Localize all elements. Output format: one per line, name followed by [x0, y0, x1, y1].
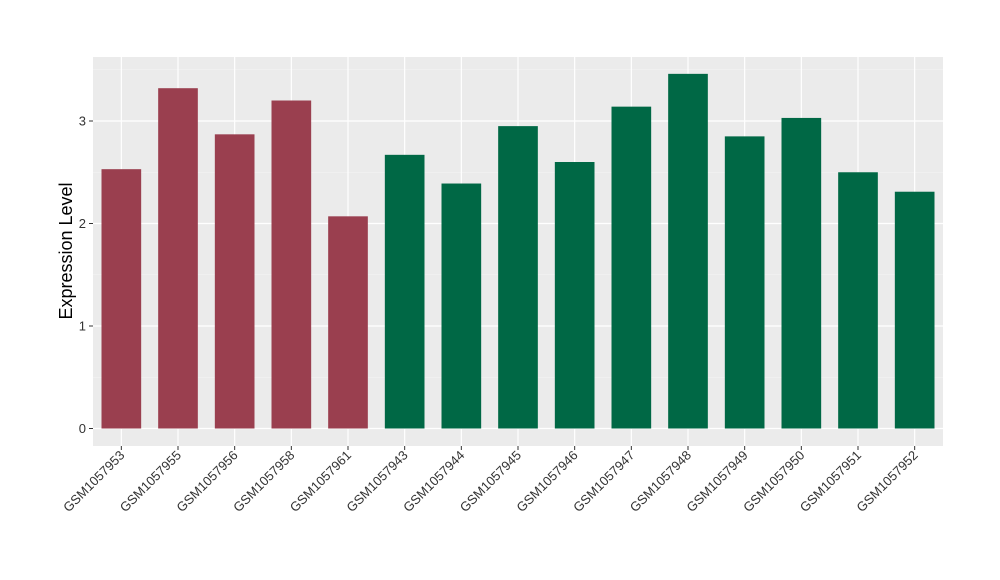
y-tick-label: 2: [79, 216, 86, 231]
bar-GSM1057944: [441, 183, 482, 429]
bar-GSM1057946: [554, 162, 595, 429]
x-axis: GSM1057953GSM1057955GSM1057956GSM1057958…: [60, 446, 921, 515]
bar-GSM1057943: [384, 154, 425, 429]
bar-GSM1057945: [498, 126, 538, 429]
bar-GSM1057961: [328, 216, 368, 429]
y-axis: 0 1 2 3: [79, 114, 93, 436]
bar-GSM1057951: [838, 172, 878, 429]
bar-GSM1057948: [668, 73, 708, 429]
bar-GSM1057947: [611, 106, 652, 429]
bars: [101, 73, 935, 429]
bar-GSM1057952: [894, 191, 935, 429]
bar-GSM1057955: [158, 88, 198, 429]
y-tick-label: 1: [79, 319, 86, 334]
y-axis-label: Expression Level: [56, 182, 76, 319]
y-tick-label: 3: [79, 114, 86, 129]
bar-GSM1057958: [271, 100, 312, 429]
bar-GSM1057956: [214, 134, 255, 429]
bar-GSM1057949: [724, 136, 765, 429]
bar-GSM1057950: [781, 117, 822, 429]
y-tick-label: 0: [79, 421, 86, 436]
bar-GSM1057953: [101, 169, 142, 429]
